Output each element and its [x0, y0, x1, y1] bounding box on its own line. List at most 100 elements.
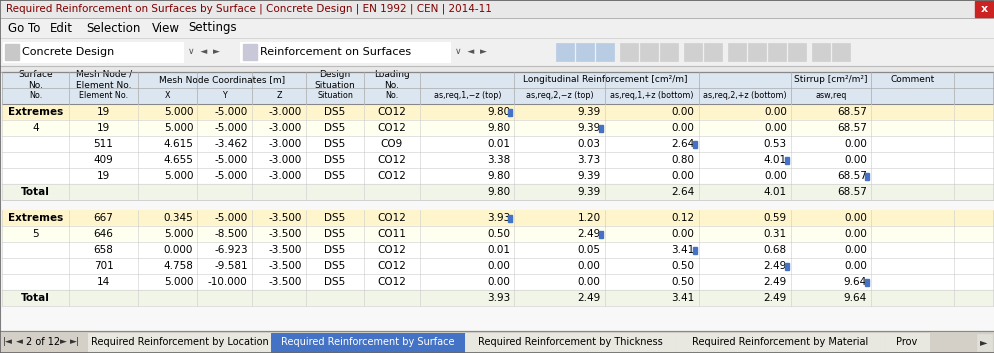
Bar	[692, 141, 696, 148]
Text: 646: 646	[93, 229, 113, 239]
Bar	[2, 210, 992, 226]
Text: 4: 4	[33, 123, 39, 133]
Text: Total: Total	[21, 293, 50, 303]
Bar	[270, 333, 464, 352]
Text: CO12: CO12	[377, 171, 406, 181]
Text: ∨  ◄  ►: ∨ ◄ ►	[188, 48, 220, 56]
Text: Y: Y	[222, 91, 227, 101]
Text: Surface
No.: Surface No.	[18, 70, 53, 90]
Text: 0.000: 0.000	[164, 245, 193, 255]
Text: CO12: CO12	[377, 245, 406, 255]
Bar	[811, 43, 829, 61]
Text: 0.00: 0.00	[843, 261, 866, 271]
Text: 0.00: 0.00	[487, 261, 510, 271]
Text: 19: 19	[96, 123, 110, 133]
Bar	[974, 1, 992, 17]
Text: 0.00: 0.00	[843, 229, 866, 239]
Text: 3.93: 3.93	[487, 213, 510, 223]
Text: as,req,2,−z (top): as,req,2,−z (top)	[525, 91, 592, 101]
Text: CO9: CO9	[381, 139, 403, 149]
Bar	[0, 66, 994, 72]
Text: CO12: CO12	[377, 107, 406, 117]
Bar	[508, 215, 512, 222]
Text: -3.000: -3.000	[268, 139, 302, 149]
Bar	[683, 43, 702, 61]
Text: Required Reinforcement by Location: Required Reinforcement by Location	[90, 337, 268, 347]
Text: CO12: CO12	[377, 261, 406, 271]
Text: DS5: DS5	[324, 155, 345, 165]
Text: No.: No.	[385, 91, 399, 101]
Bar	[864, 279, 868, 286]
Text: 2.49: 2.49	[577, 293, 600, 303]
Text: 9.39: 9.39	[577, 187, 600, 197]
Text: No.: No.	[29, 91, 43, 101]
Bar	[728, 43, 746, 61]
Text: 9.80: 9.80	[487, 171, 510, 181]
Text: Edit: Edit	[50, 22, 73, 35]
Text: DS5: DS5	[324, 277, 345, 287]
Bar	[2, 152, 992, 168]
Bar	[2, 306, 992, 331]
Text: 0.00: 0.00	[843, 213, 866, 223]
Bar	[2, 200, 992, 210]
Bar	[2, 226, 992, 242]
Text: View: View	[152, 22, 180, 35]
Text: |◄: |◄	[3, 337, 13, 347]
Text: 0.03: 0.03	[577, 139, 600, 149]
Text: -5.000: -5.000	[215, 107, 248, 117]
Text: 0.00: 0.00	[671, 171, 694, 181]
Text: 4.655: 4.655	[163, 155, 193, 165]
Text: ►: ►	[979, 337, 987, 347]
Text: 5: 5	[33, 229, 39, 239]
Text: Situation: Situation	[317, 91, 353, 101]
Text: -3.500: -3.500	[268, 261, 302, 271]
Text: 0.50: 0.50	[671, 277, 694, 287]
Text: ∨  ◄  ►: ∨ ◄ ►	[454, 48, 486, 56]
Text: 9.64: 9.64	[843, 293, 866, 303]
Text: DS5: DS5	[324, 139, 345, 149]
Text: 9.39: 9.39	[577, 171, 600, 181]
Text: Required Reinforcement by Thickness: Required Reinforcement by Thickness	[477, 337, 662, 347]
Text: 0.59: 0.59	[763, 213, 786, 223]
Text: 0.00: 0.00	[487, 277, 510, 287]
Bar	[659, 43, 677, 61]
Text: -3.000: -3.000	[268, 155, 302, 165]
Bar	[0, 0, 994, 18]
Bar	[2, 242, 992, 258]
Text: as,req,1,+z (bottom): as,req,1,+z (bottom)	[609, 91, 693, 101]
Text: DS5: DS5	[324, 261, 345, 271]
Text: 14: 14	[96, 277, 110, 287]
Text: 0.68: 0.68	[763, 245, 786, 255]
Bar	[464, 333, 674, 352]
Text: DS5: DS5	[324, 123, 345, 133]
Text: -3.500: -3.500	[268, 229, 302, 239]
Bar	[87, 333, 270, 352]
Text: 4.758: 4.758	[163, 261, 193, 271]
Text: 0.31: 0.31	[763, 229, 786, 239]
Text: 0.01: 0.01	[487, 245, 510, 255]
Text: 3.41: 3.41	[671, 245, 694, 255]
Bar	[598, 125, 602, 132]
Bar	[243, 44, 256, 60]
Bar	[767, 43, 785, 61]
Bar	[2, 104, 992, 120]
Bar	[595, 43, 613, 61]
Bar	[0, 38, 994, 66]
Text: DS5: DS5	[324, 229, 345, 239]
Bar	[556, 43, 574, 61]
Text: ►|: ►|	[70, 337, 80, 347]
Text: 0.00: 0.00	[671, 229, 694, 239]
Text: Total: Total	[21, 187, 50, 197]
Text: Required Reinforcement by Material: Required Reinforcement by Material	[691, 337, 867, 347]
Text: 0.50: 0.50	[671, 261, 694, 271]
Bar	[747, 43, 765, 61]
Bar	[784, 263, 788, 270]
Text: -3.500: -3.500	[268, 245, 302, 255]
Text: 4.615: 4.615	[163, 139, 193, 149]
Bar	[576, 43, 593, 61]
Bar	[2, 184, 992, 200]
Bar	[2, 168, 992, 184]
Text: 0.00: 0.00	[763, 171, 786, 181]
Bar	[240, 42, 449, 62]
Bar	[2, 120, 992, 136]
